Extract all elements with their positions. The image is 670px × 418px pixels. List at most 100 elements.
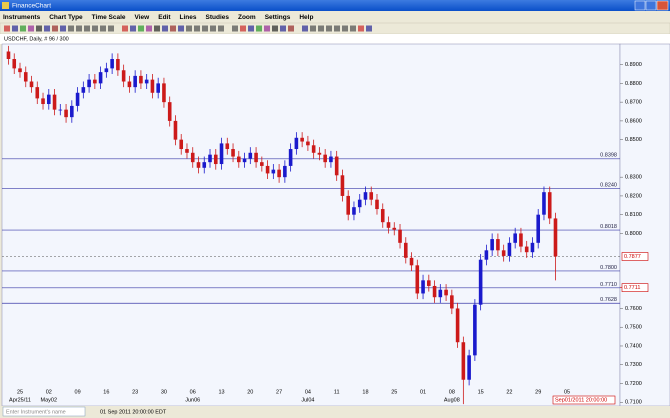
candle-body bbox=[144, 79, 149, 84]
minimize-button[interactable] bbox=[634, 0, 646, 11]
tool-button[interactable] bbox=[342, 25, 348, 32]
tool-button[interactable] bbox=[100, 25, 106, 32]
tool-button[interactable] bbox=[130, 25, 136, 32]
tool-button[interactable] bbox=[162, 25, 168, 32]
tool-button[interactable] bbox=[350, 25, 356, 32]
candle-body bbox=[311, 145, 316, 153]
candle-body bbox=[323, 154, 327, 163]
candle-body bbox=[231, 149, 235, 157]
candle-body bbox=[392, 227, 397, 230]
tool-button[interactable] bbox=[272, 25, 278, 32]
tool-button[interactable] bbox=[202, 25, 208, 32]
tool-button[interactable] bbox=[302, 25, 308, 32]
tool-button[interactable] bbox=[146, 25, 152, 32]
menu-item[interactable]: Help bbox=[299, 14, 313, 21]
tool-button[interactable] bbox=[76, 25, 82, 32]
tool-button[interactable] bbox=[92, 25, 98, 32]
tool-button[interactable] bbox=[318, 25, 324, 32]
tool-button[interactable] bbox=[154, 25, 160, 32]
menu-item[interactable]: Time Scale bbox=[92, 14, 126, 21]
tool-button[interactable] bbox=[20, 25, 26, 32]
candle-body bbox=[70, 105, 74, 118]
menu-items: Instruments Chart Type Time Scale View Edit L… bbox=[3, 14, 313, 21]
tool-button[interactable] bbox=[60, 25, 66, 32]
candle-body bbox=[438, 289, 443, 298]
tool-button[interactable] bbox=[122, 25, 128, 32]
tool-button[interactable] bbox=[12, 25, 18, 32]
tool-button[interactable] bbox=[264, 25, 270, 32]
y-tick-label: 0.7100 bbox=[625, 400, 642, 406]
tool-button[interactable] bbox=[218, 25, 224, 32]
candle-body bbox=[185, 149, 189, 153]
instrument-input[interactable] bbox=[2, 406, 86, 417]
candle-body bbox=[173, 120, 178, 140]
close-button[interactable] bbox=[656, 0, 669, 11]
tool-button[interactable] bbox=[36, 25, 42, 32]
candle-body bbox=[467, 355, 471, 380]
x-month-label: Jul04 bbox=[301, 397, 314, 403]
candle-body bbox=[23, 72, 28, 82]
tool-button[interactable] bbox=[326, 25, 332, 32]
tool-button[interactable] bbox=[240, 25, 246, 32]
tool-button[interactable] bbox=[84, 25, 90, 32]
cursor-date-box bbox=[552, 395, 616, 405]
candle-body bbox=[52, 94, 57, 110]
x-tick-label: 06 bbox=[190, 389, 196, 395]
candle-body bbox=[473, 304, 477, 356]
candle-body bbox=[104, 68, 109, 73]
tool-button[interactable] bbox=[52, 25, 58, 32]
x-tick-label: 18 bbox=[362, 389, 368, 395]
tool-button[interactable] bbox=[170, 25, 176, 32]
menu-item[interactable]: Instruments bbox=[3, 14, 41, 21]
tool-button[interactable] bbox=[44, 25, 50, 32]
menu-item[interactable]: Settings bbox=[265, 14, 291, 21]
y-tick-label: 0.8900 bbox=[625, 62, 642, 68]
tool-button[interactable] bbox=[288, 25, 294, 32]
tool-button[interactable] bbox=[232, 25, 238, 32]
tool-button[interactable] bbox=[358, 25, 364, 32]
tool-button[interactable] bbox=[310, 25, 316, 32]
menu-item[interactable]: Edit bbox=[158, 14, 171, 21]
maximize-button[interactable] bbox=[645, 0, 657, 11]
candle-body bbox=[237, 156, 241, 163]
x-tick-label: 27 bbox=[276, 389, 282, 395]
x-tick-label: 23 bbox=[132, 389, 138, 395]
candle-body bbox=[121, 70, 126, 82]
tool-button[interactable] bbox=[210, 25, 216, 32]
tool-button[interactable] bbox=[138, 25, 144, 32]
y-tick-label: 0.8600 bbox=[625, 118, 642, 124]
tool-button[interactable] bbox=[186, 25, 192, 32]
tool-button[interactable] bbox=[256, 25, 262, 32]
tool-button[interactable] bbox=[194, 25, 200, 32]
x-tick-label: 13 bbox=[218, 389, 224, 395]
menu-item[interactable]: Zoom bbox=[238, 14, 256, 21]
tool-button[interactable] bbox=[108, 25, 114, 32]
tool-button[interactable] bbox=[248, 25, 254, 32]
menu-item[interactable]: View bbox=[135, 14, 151, 21]
tool-button[interactable] bbox=[280, 25, 286, 32]
candle-body bbox=[110, 59, 114, 69]
chart-header bbox=[0, 34, 670, 44]
y-tick-label: 0.7200 bbox=[625, 381, 642, 387]
y-tick-label: 0.8800 bbox=[625, 81, 642, 87]
candle-body bbox=[29, 81, 34, 88]
menu-item[interactable]: Chart Type bbox=[49, 14, 83, 21]
x-month-label: Apr25/11 bbox=[9, 397, 31, 403]
tool-button[interactable] bbox=[28, 25, 34, 32]
candle-body bbox=[421, 280, 425, 294]
tool-button[interactable] bbox=[366, 25, 372, 32]
menu-item[interactable]: Studies bbox=[206, 14, 230, 21]
tool-button[interactable] bbox=[334, 25, 340, 32]
candle-body bbox=[507, 242, 512, 256]
y-tick-label: 0.8700 bbox=[625, 100, 642, 106]
tool-button[interactable] bbox=[68, 25, 74, 32]
tool-button[interactable] bbox=[4, 25, 10, 32]
candle-body bbox=[58, 109, 63, 111]
candle-body bbox=[116, 59, 120, 71]
candle-body bbox=[513, 233, 517, 243]
y-tick-label: 0.7600 bbox=[625, 306, 642, 312]
candle-body bbox=[553, 218, 558, 257]
menu-item[interactable]: Lines bbox=[180, 14, 197, 21]
chart-title: USDCHF, Daily, # 96 / 300 bbox=[4, 36, 69, 42]
tool-button[interactable] bbox=[178, 25, 184, 32]
